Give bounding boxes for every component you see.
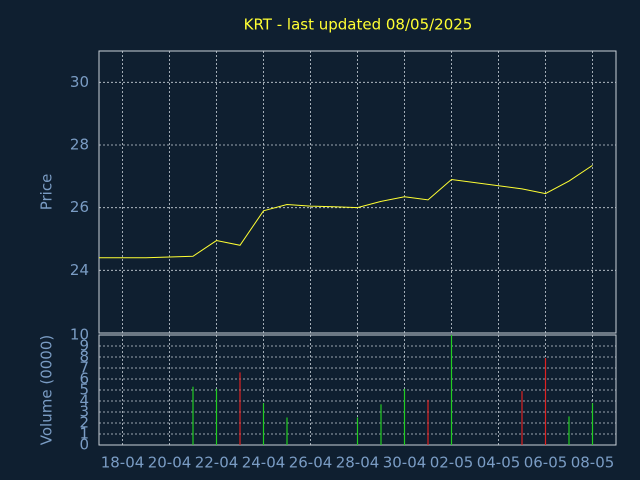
x-tick-label: 02-05 — [430, 454, 474, 472]
x-tick-label: 06-05 — [524, 454, 568, 472]
x-tick-label: 22-04 — [195, 454, 239, 472]
y-tick-label: 3 — [79, 403, 89, 421]
plot-frame — [98, 50, 617, 334]
y-tick-label: 30 — [70, 73, 89, 91]
y-tick-label: 8 — [79, 348, 89, 366]
x-tick-label: 04-05 — [477, 454, 521, 472]
y-tick-label: 2 — [79, 414, 89, 432]
x-tick-label: 20-04 — [148, 454, 192, 472]
price-line — [99, 164, 593, 259]
y-tick-label: 10 — [70, 326, 89, 344]
y-tick-label: 4 — [79, 392, 89, 410]
x-tick-label: 28-04 — [336, 454, 380, 472]
y-tick-label: 6 — [79, 370, 89, 388]
y-axis-label: Volume (0000) — [38, 335, 56, 445]
y-axis-label: Price — [38, 174, 56, 211]
x-tick-label: 26-04 — [289, 454, 333, 472]
y-tick-label: 7 — [79, 359, 89, 377]
x-tick-label: 18-04 — [101, 454, 145, 472]
y-tick-label: 26 — [70, 198, 89, 216]
y-tick-label: 28 — [70, 136, 89, 154]
y-tick-label: 1 — [79, 425, 89, 443]
y-tick-label: 0 — [79, 436, 89, 454]
x-tick-label: 30-04 — [383, 454, 427, 472]
chart-title: KRT - last updated 08/05/2025 — [244, 16, 473, 34]
y-tick-label: 5 — [79, 381, 89, 399]
x-tick-label: 08-05 — [571, 454, 615, 472]
y-tick-label: 24 — [70, 261, 89, 279]
x-tick-label: 24-04 — [242, 454, 286, 472]
y-tick-label: 9 — [79, 337, 89, 355]
